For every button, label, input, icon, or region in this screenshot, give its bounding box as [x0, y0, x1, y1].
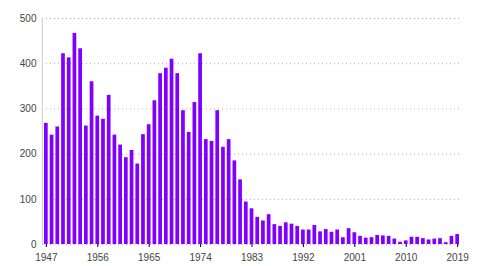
- svg-text:100: 100: [20, 194, 37, 205]
- svg-text:1965: 1965: [138, 252, 161, 263]
- svg-text:2019: 2019: [447, 252, 470, 263]
- svg-text:200: 200: [20, 148, 37, 159]
- svg-text:1974: 1974: [189, 252, 212, 263]
- svg-text:300: 300: [20, 103, 37, 114]
- svg-text:1956: 1956: [87, 252, 110, 263]
- svg-text:2010: 2010: [395, 252, 418, 263]
- svg-text:1992: 1992: [292, 252, 315, 263]
- svg-text:1947: 1947: [35, 252, 58, 263]
- svg-text:2001: 2001: [344, 252, 367, 263]
- svg-text:1983: 1983: [241, 252, 264, 263]
- svg-text:0: 0: [31, 239, 37, 250]
- svg-text:400: 400: [20, 58, 37, 69]
- svg-text:500: 500: [20, 13, 37, 24]
